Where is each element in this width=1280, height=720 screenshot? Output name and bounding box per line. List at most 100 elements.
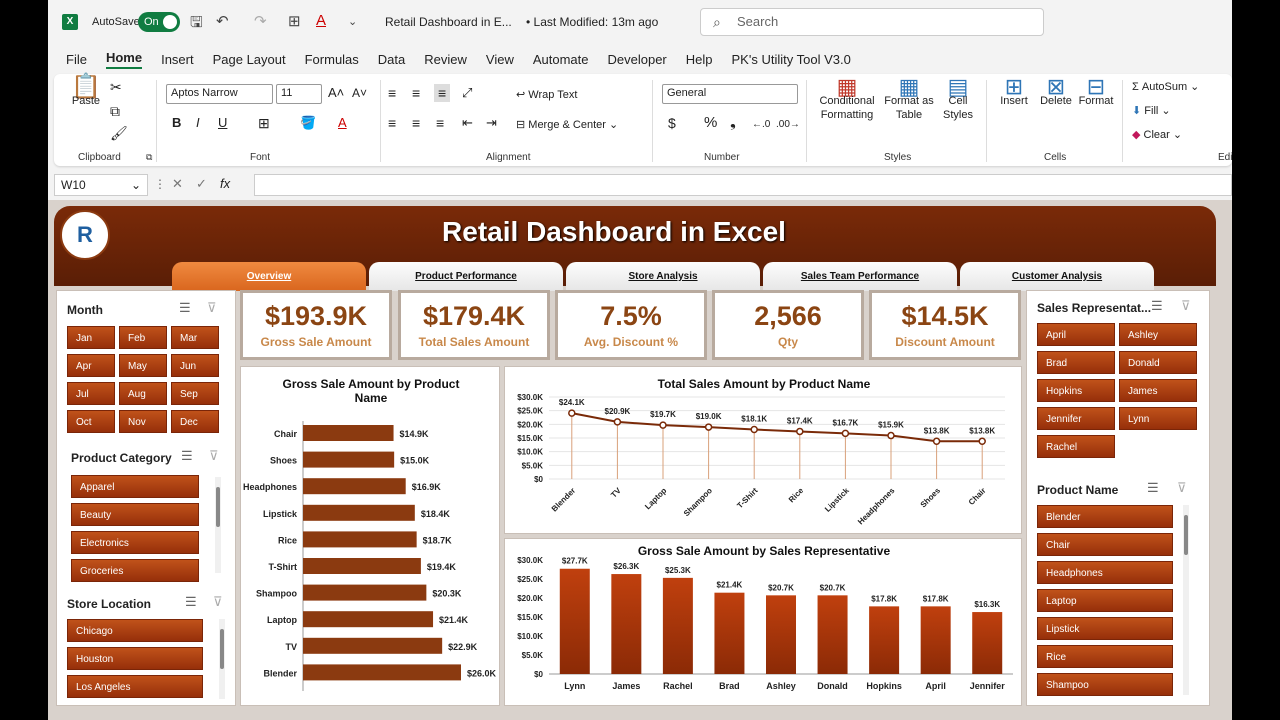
decrease-decimal-icon[interactable]: .00→ xyxy=(776,119,800,130)
slicer-item-lynn[interactable]: Lynn xyxy=(1119,407,1197,430)
product-scrollbar[interactable] xyxy=(1183,505,1189,695)
tab-sales-team-performance[interactable]: Sales Team Performance xyxy=(763,262,957,291)
bold-button[interactable]: B xyxy=(172,115,182,130)
slicer-item-james[interactable]: James xyxy=(1119,379,1197,402)
cut-icon[interactable]: ✂ xyxy=(110,79,122,95)
slicer-item-sep[interactable]: Sep xyxy=(171,382,219,405)
menu-developer[interactable]: Developer xyxy=(607,51,667,67)
last-modified[interactable]: • Last Modified: 13m ago xyxy=(526,15,659,29)
copy-icon[interactable]: ⧉ xyxy=(110,103,120,119)
format-cells-button[interactable]: ⊟ Format xyxy=(1078,76,1114,108)
slicer-item-headphones[interactable]: Headphones xyxy=(1037,561,1173,584)
orientation-icon[interactable]: ⤢ xyxy=(462,85,473,100)
menu-review[interactable]: Review xyxy=(424,51,467,67)
multi-select-icon[interactable]: ☰ xyxy=(185,594,197,609)
font-name-combo[interactable]: Aptos Narrow xyxy=(166,84,273,104)
slicer-item-aug[interactable]: Aug xyxy=(119,382,167,405)
slicer-item-shampoo[interactable]: Shampoo xyxy=(1037,673,1173,696)
slicer-item-brad[interactable]: Brad xyxy=(1037,351,1115,374)
formula-input[interactable] xyxy=(254,174,1232,196)
format-as-table-button[interactable]: ▦ Format as Table xyxy=(882,76,936,122)
menu-view[interactable]: View xyxy=(485,51,514,67)
slicer-item-beauty[interactable]: Beauty xyxy=(71,503,199,526)
category-scrollbar[interactable] xyxy=(215,477,221,573)
slicer-item-jan[interactable]: Jan xyxy=(67,326,115,349)
slicer-item-mar[interactable]: Mar xyxy=(171,326,219,349)
menu-page-layout[interactable]: Page Layout xyxy=(212,51,286,67)
align-top-icon[interactable]: ≡ xyxy=(388,85,397,101)
slicer-item-apparel[interactable]: Apparel xyxy=(71,475,199,498)
menu-automate[interactable]: Automate xyxy=(532,51,589,67)
slicer-item-rachel[interactable]: Rachel xyxy=(1037,435,1115,458)
align-bottom-icon[interactable]: ≡ xyxy=(434,84,451,102)
font-color-icon[interactable]: A xyxy=(338,115,347,130)
slicer-item-apr[interactable]: Apr xyxy=(67,354,115,377)
slicer-item-april[interactable]: April xyxy=(1037,323,1115,346)
insert-function-button[interactable]: fx xyxy=(220,176,231,191)
slicer-item-houston[interactable]: Houston xyxy=(67,647,203,670)
slicer-item-groceries[interactable]: Groceries xyxy=(71,559,199,582)
customize-qat-icon[interactable]: ⌄ xyxy=(348,16,358,28)
multi-select-icon[interactable]: ☰ xyxy=(181,448,193,463)
menu-insert[interactable]: Insert xyxy=(161,51,194,67)
cell-styles-button[interactable]: ▤ Cell Styles xyxy=(938,76,978,122)
tab-store-analysis[interactable]: Store Analysis xyxy=(566,262,760,291)
align-center-icon[interactable]: ≡ xyxy=(412,115,421,131)
tab-overview[interactable]: Overview xyxy=(172,262,366,291)
currency-icon[interactable]: $ xyxy=(668,115,676,131)
slicer-item-oct[interactable]: Oct xyxy=(67,410,115,433)
menu-pk-s-utility-tool-v3-0[interactable]: PK's Utility Tool V3.0 xyxy=(731,51,851,67)
multi-select-icon[interactable]: ☰ xyxy=(1147,480,1159,495)
menu-data[interactable]: Data xyxy=(377,51,406,67)
store-scrollbar[interactable] xyxy=(219,619,225,699)
multi-select-icon[interactable]: ☰ xyxy=(179,300,191,315)
format-painter-icon[interactable]: 🖌 xyxy=(110,125,128,141)
clipboard-launcher-icon[interactable]: ⧉ xyxy=(146,152,153,162)
align-left-icon[interactable]: ≡ xyxy=(388,115,397,131)
slicer-item-jennifer[interactable]: Jennifer xyxy=(1037,407,1115,430)
wrap-text-button[interactable]: ↩ Wrap Text xyxy=(516,88,577,102)
clear-button[interactable]: ◆ Clear ⌄ xyxy=(1132,129,1183,141)
slicer-item-dec[interactable]: Dec xyxy=(171,410,219,433)
decrease-indent-icon[interactable]: ⇤ xyxy=(462,115,473,130)
slicer-item-jul[interactable]: Jul xyxy=(67,382,115,405)
slicer-item-chicago[interactable]: Chicago xyxy=(67,619,203,642)
tab-customer-analysis[interactable]: Customer Analysis xyxy=(960,262,1154,291)
fill-button[interactable]: ⬇ Fill ⌄ xyxy=(1132,105,1171,117)
increase-font-icon[interactable]: A˄ xyxy=(328,85,345,100)
autosum-button[interactable]: Σ AutoSum ⌄ xyxy=(1132,81,1200,93)
slicer-item-laptop[interactable]: Laptop xyxy=(1037,589,1173,612)
font-size-combo[interactable]: 11 xyxy=(276,84,322,104)
slicer-item-feb[interactable]: Feb xyxy=(119,326,167,349)
delete-cells-button[interactable]: ⊠ Delete xyxy=(1038,76,1074,108)
multi-select-icon[interactable]: ☰ xyxy=(1151,298,1163,313)
slicer-item-jun[interactable]: Jun xyxy=(171,354,219,377)
slicer-item-donald[interactable]: Donald xyxy=(1119,351,1197,374)
align-middle-icon[interactable]: ≡ xyxy=(412,85,421,101)
menu-file[interactable]: File xyxy=(66,51,87,67)
comma-icon[interactable]: ❟ xyxy=(730,114,736,131)
slicer-item-rice[interactable]: Rice xyxy=(1037,645,1173,668)
document-title[interactable]: Retail Dashboard in E... xyxy=(385,15,512,29)
slicer-item-electronics[interactable]: Electronics xyxy=(71,531,199,554)
insert-cells-button[interactable]: ⊞ Insert xyxy=(996,76,1032,108)
enter-icon[interactable]: ✓ xyxy=(196,176,207,191)
tab-product-performance[interactable]: Product Performance xyxy=(369,262,563,291)
underline-button[interactable]: U xyxy=(218,115,228,130)
undo-icon[interactable]: ↶ xyxy=(216,13,229,30)
autosave-toggle[interactable]: On xyxy=(138,12,180,32)
slicer-item-hopkins[interactable]: Hopkins xyxy=(1037,379,1115,402)
redo-icon[interactable]: ↷ xyxy=(254,13,267,30)
save-icon[interactable]: 🖫 xyxy=(190,14,203,31)
slicer-item-blender[interactable]: Blender xyxy=(1037,505,1173,528)
more-icon[interactable]: ⋮ xyxy=(154,177,166,191)
slicer-item-chair[interactable]: Chair xyxy=(1037,533,1173,556)
clear-filter-icon[interactable]: ⊽ xyxy=(1177,480,1187,495)
cancel-icon[interactable]: ✕ xyxy=(172,176,183,191)
name-box[interactable]: W10 ⌄ xyxy=(54,174,148,196)
number-format-combo[interactable]: General xyxy=(662,84,798,104)
font-color-icon[interactable]: A xyxy=(316,12,327,29)
slicer-item-may[interactable]: May xyxy=(119,354,167,377)
slicer-item-nov[interactable]: Nov xyxy=(119,410,167,433)
clear-filter-icon[interactable]: ⊽ xyxy=(213,594,223,609)
